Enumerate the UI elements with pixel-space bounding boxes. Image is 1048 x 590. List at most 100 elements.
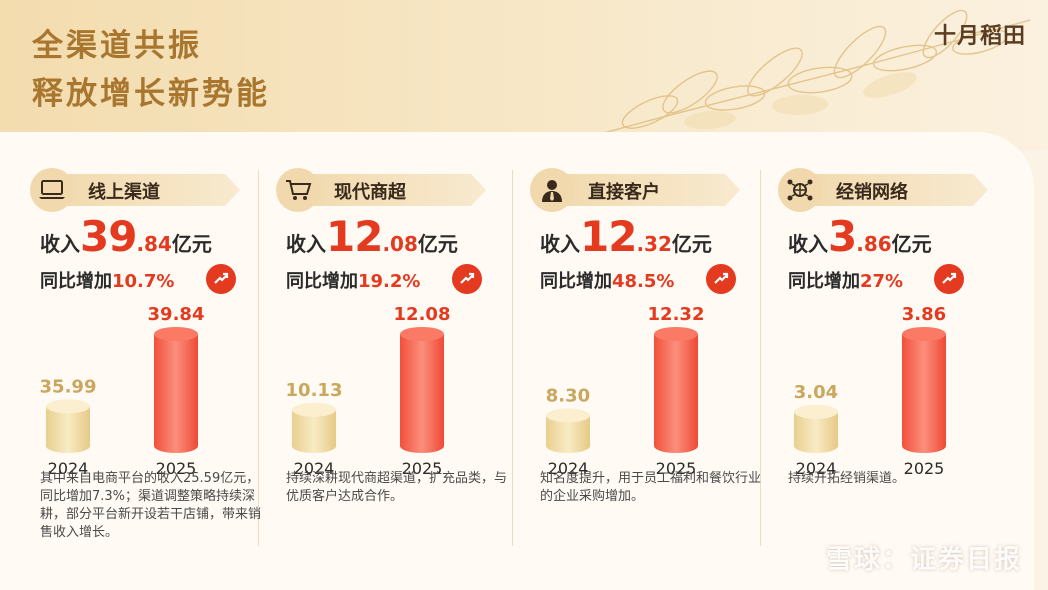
channel-tag: 现代商超: [276, 168, 486, 212]
channel-description: 其中来自电商平台的收入25.59亿元，同比增加7.3%；渠道调整策略持续深耕，部…: [40, 471, 262, 540]
bar-2024: [46, 399, 90, 453]
channel-tag: 线上渠道: [30, 168, 240, 212]
revenue-value: 收入39.84亿元: [40, 212, 212, 262]
bar-2024: [292, 402, 336, 453]
bar-2025: [154, 327, 198, 453]
tag-ribbon: [52, 174, 240, 206]
bar-body: [902, 334, 946, 453]
revenue-value: 收入12.32亿元: [540, 212, 712, 262]
bar-top: [546, 408, 590, 423]
trend-up-icon: [452, 264, 482, 294]
channel-card-distribution: 经销网络 收入3.86亿元 同比增加27% 3.04 2024 3.86 2025 持…: [778, 168, 1024, 578]
yoy-prefix: 同比增加: [788, 271, 860, 292]
watermark: 雪球：证券日报: [825, 545, 1022, 575]
revenue-decimal: .86: [856, 232, 892, 256]
value-label: 35.99: [40, 376, 97, 397]
value-label: 39.84: [148, 304, 205, 325]
page-title: 全渠道共振 释放增长新势能: [32, 22, 270, 118]
channel-tag: 经销网络: [778, 168, 988, 212]
bar-body: [154, 334, 198, 453]
header-background: [0, 0, 1048, 150]
channel-card-online: 线上渠道 收入39.84亿元 同比增加10.7% 35.99 2024 39.84 2…: [30, 168, 276, 578]
bar-top: [794, 404, 838, 419]
revenue-decimal: .08: [382, 232, 418, 256]
revenue-bar-chart: 35.99 2024 39.84 2025: [40, 304, 205, 478]
channel-description: 知名度提升，用于员工福利和餐饮行业的企业采购增加。: [540, 471, 762, 504]
revenue-value: 收入3.86亿元: [788, 212, 932, 262]
value-label: 12.08: [394, 304, 451, 325]
revenue-decimal: .32: [636, 232, 672, 256]
channel-description: 持续深耕现代商超渠道，扩充品类，与优质客户达成合作。: [286, 471, 508, 504]
revenue-bar-chart: 8.30 2024 12.32 2025: [546, 304, 705, 478]
value-label: 12.32: [648, 304, 705, 325]
yoy-growth: 同比增加10.7%: [40, 268, 174, 296]
trend-up-icon: [206, 264, 236, 294]
value-label: 10.13: [286, 380, 343, 401]
revenue-prefix: 收入: [40, 232, 80, 256]
bar-top: [400, 327, 444, 341]
bar-2024: [546, 408, 590, 453]
value-label: 3.04: [794, 382, 838, 403]
category-label: 2024: [548, 459, 589, 478]
trend-up-icon: [934, 264, 964, 294]
category-label: 2024: [294, 459, 335, 478]
trend-up-icon: [706, 264, 736, 294]
bar-2024: [794, 404, 838, 453]
title-line-2: 释放增长新势能: [32, 76, 270, 112]
bar-top: [902, 327, 946, 341]
yoy-value: 10.7%: [112, 271, 175, 292]
revenue-unit: 亿元: [671, 232, 712, 256]
revenue-bar-chart: 10.13 2024 12.08 2025: [286, 304, 451, 478]
brand-logo: 十月稻田: [933, 24, 1026, 49]
category-label: 2024: [796, 459, 837, 478]
yoy-prefix: 同比增加: [40, 271, 112, 292]
wheat-decoration-icon: [579, 9, 1031, 141]
channel-label: 现代商超: [334, 182, 406, 203]
revenue-integer: 12: [580, 212, 637, 261]
yoy-growth: 同比增加19.2%: [286, 268, 420, 296]
revenue-prefix: 收入: [788, 232, 828, 256]
revenue-decimal: .84: [136, 232, 172, 256]
bar-2025: [654, 327, 698, 453]
title-line-1: 全渠道共振: [32, 28, 202, 64]
laptop-icon: [30, 168, 74, 212]
channel-tag: 直接客户: [530, 168, 740, 212]
shopping-cart-icon: [276, 168, 320, 212]
yoy-growth: 同比增加27%: [788, 268, 903, 296]
value-label: 8.30: [546, 385, 590, 406]
bar-top: [292, 402, 336, 417]
revenue-prefix: 收入: [540, 232, 580, 256]
revenue-integer: 39: [80, 212, 137, 261]
revenue-bar-chart: 3.04 2024 3.86 2025: [794, 304, 946, 478]
channel-card-direct: 直接客户 收入12.32亿元 同比增加48.5% 8.30 2024 12.32 20…: [530, 168, 776, 578]
revenue-integer: 3: [828, 212, 857, 261]
channel-label: 直接客户: [588, 182, 660, 203]
yoy-value: 19.2%: [358, 271, 421, 292]
channel-label: 线上渠道: [88, 182, 160, 203]
yoy-value: 27%: [860, 271, 904, 292]
column-divider: [258, 170, 259, 546]
channel-card-supermarket: 现代商超 收入12.08亿元 同比增加19.2% 10.13 2024 12.08 2…: [276, 168, 522, 578]
channel-label: 经销网络: [836, 182, 908, 203]
bar-body: [654, 334, 698, 453]
category-label: 2025: [156, 459, 197, 478]
bar-body: [400, 334, 444, 453]
value-label: 3.86: [902, 304, 946, 325]
revenue-prefix: 收入: [286, 232, 326, 256]
yoy-growth: 同比增加48.5%: [540, 268, 674, 296]
bar-body: [546, 415, 590, 453]
bar-top: [154, 327, 198, 341]
tag-ribbon: [800, 174, 988, 206]
bar-body: [292, 409, 336, 453]
tag-ribbon: [552, 174, 740, 206]
yoy-prefix: 同比增加: [540, 271, 612, 292]
revenue-unit: 亿元: [417, 232, 458, 256]
category-label: 2024: [48, 459, 89, 478]
network-globe-icon: [778, 168, 822, 212]
bar-body: [46, 406, 90, 453]
bar-2025: [902, 327, 946, 453]
bar-top: [46, 399, 90, 414]
revenue-unit: 亿元: [171, 232, 212, 256]
column-divider: [760, 170, 761, 546]
tag-ribbon: [298, 174, 486, 206]
